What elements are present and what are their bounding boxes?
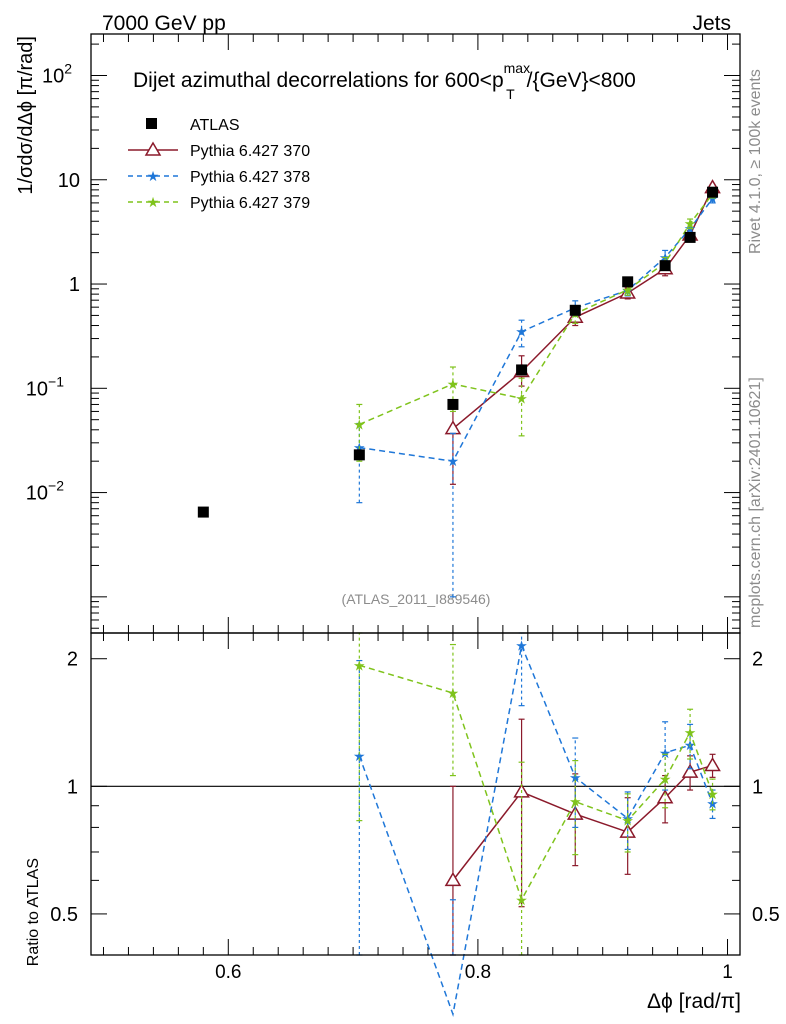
- ratio-tick-label-right: 1: [752, 776, 763, 798]
- ratio-point-2: ★: [515, 892, 528, 908]
- legend-370-marker: [144, 141, 162, 156]
- ratio-tick-label: 2: [67, 649, 78, 671]
- atlas-data-point: [569, 304, 581, 316]
- atlas-data-point: [516, 364, 528, 376]
- atlas-data-point: [622, 276, 634, 288]
- y-tick-label: 102: [42, 60, 72, 87]
- ratio-point-0: [681, 763, 699, 778]
- legend: ATLAS Pythia 6.427 370 ★ Pythia 6.427 37…: [128, 117, 310, 212]
- header-right: Jets: [692, 12, 731, 35]
- ratio-y-axis-label: Ratio to ATLAS: [25, 858, 42, 966]
- ratio-point-2: ★: [706, 786, 719, 802]
- title-sup: max: [504, 60, 530, 76]
- legend-378-label: Pythia 6.427 378: [190, 169, 310, 186]
- main-plot-frame: [90, 33, 741, 634]
- ratio-point-2: ★: [353, 657, 366, 673]
- y-tick-label: 10−1: [26, 373, 64, 400]
- series-point-2: ★: [684, 216, 697, 232]
- atlas-data-point: [447, 398, 459, 410]
- series-line-2: [359, 193, 714, 426]
- ratio-point-2: ★: [447, 685, 460, 701]
- ratio-point-1: ★: [659, 745, 672, 761]
- chart-title: Dijet azimuthal decorrelations for 600<p…: [133, 60, 636, 102]
- ratio-point-1: ★: [569, 769, 582, 785]
- atlas-data-point: [659, 260, 671, 272]
- ratio-point-2: ★: [659, 771, 672, 787]
- y-tick-label: 10−2: [26, 478, 64, 505]
- legend-379-label: Pythia 6.427 379: [190, 195, 310, 212]
- atlas-data-point: [197, 506, 209, 518]
- ratio-tick-label-right: 2: [752, 649, 763, 671]
- side-rivet-label: Rivet 4.1.0, ≥ 100k events: [747, 69, 764, 254]
- series-point-2: ★: [515, 390, 528, 406]
- series-point-0: [444, 420, 462, 435]
- ratio-plot-frame: [90, 632, 741, 956]
- ratio-tick-label-right: 0.5: [752, 904, 780, 926]
- atlas-data-point: [684, 231, 696, 243]
- title-suffix: /{GeV}<800: [527, 69, 636, 92]
- legend-379-marker: ★: [147, 194, 160, 210]
- series-point-2: ★: [447, 376, 460, 392]
- ratio-point-2: ★: [684, 724, 697, 740]
- series-point-2: ★: [353, 416, 366, 432]
- ratio-point-2: ★: [569, 794, 582, 810]
- x-tick-label: 1: [722, 962, 733, 983]
- ratio-tick-label: 0.5: [50, 904, 78, 926]
- y-axis-label: 1/σdσ/dΔϕ [π/rad]: [15, 36, 37, 195]
- legend-atlas-label: ATLAS: [190, 117, 240, 134]
- x-axis-label: Δϕ [rad/π]: [647, 990, 741, 1013]
- ratio-point-2: ★: [621, 813, 634, 829]
- x-tick-label: 0.8: [465, 962, 491, 983]
- analysis-tag: (ATLAS_2011_I889546): [342, 591, 491, 607]
- main-axis-ticks: 10−2 10−1 1 10 102: [26, 34, 740, 633]
- atlas-data-point: [707, 186, 719, 198]
- legend-378-marker: ★: [147, 168, 160, 184]
- y-tick-label: 1: [69, 274, 80, 296]
- main-series-layer: ★★★★★★★★★★★★★★★★: [197, 179, 721, 598]
- legend-370-label: Pythia 6.427 370: [190, 143, 310, 160]
- ratio-point-1: ★: [353, 748, 366, 764]
- series-line-1: [359, 198, 714, 463]
- ratio-axis-ticks: 0.6 0.8 1 0.5 0.5 1 1 2 2: [50, 633, 780, 983]
- ratio-point-0: [656, 789, 674, 804]
- y-tick-label: 10: [58, 170, 80, 192]
- ratio-series-layer: ★★★★★ ★★★★★★★★★★: [353, 632, 721, 1018]
- series-point-1: ★: [515, 324, 528, 340]
- ratio-point-1: ★: [515, 637, 528, 653]
- ratio-point-0: [704, 756, 721, 772]
- ratio-line-1: [358, 642, 714, 1018]
- header-left: 7000 GeV pp: [102, 12, 226, 35]
- series-point-1: ★: [447, 453, 460, 469]
- title-sub: T: [506, 86, 515, 102]
- ratio-point-0: [444, 871, 462, 887]
- legend-atlas-marker: [146, 118, 157, 129]
- title-prefix: Dijet azimuthal decorrelations for 600<p: [133, 69, 504, 92]
- atlas-data-point: [353, 449, 365, 461]
- x-tick-label: 0.6: [215, 962, 241, 983]
- ratio-tick-label: 1: [67, 776, 78, 798]
- ratio-line-2: [359, 664, 714, 902]
- ratio-point-1: ★: [621, 810, 634, 826]
- side-mcplots-label: mcplots.cern.ch [arXiv:2401.10621]: [747, 377, 764, 628]
